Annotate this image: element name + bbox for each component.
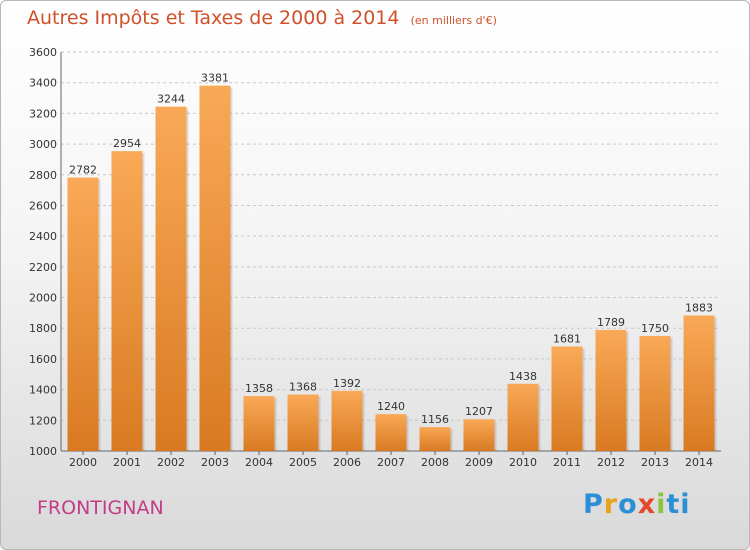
bar (419, 427, 451, 451)
bar (155, 106, 187, 451)
bars (67, 85, 717, 451)
bar-value-label: 1681 (553, 332, 581, 345)
bar-value-label: 1438 (509, 370, 537, 383)
bar-value-label: 1207 (465, 405, 493, 418)
bar-value-label: 1392 (333, 377, 361, 390)
bar (67, 177, 99, 451)
y-tick-label: 2200 (29, 261, 57, 274)
bar (639, 335, 671, 451)
bar (331, 390, 363, 451)
bar (683, 315, 715, 451)
y-tick-label: 1200 (29, 414, 57, 427)
x-tick-label: 2006 (333, 456, 361, 469)
bar-value-label: 1789 (597, 316, 625, 329)
x-tick-label: 2009 (465, 456, 493, 469)
chart-unit-label: (en milliers d'€) (410, 14, 497, 27)
x-tick-label: 2007 (377, 456, 405, 469)
labels: 1000 1200 1400 1600 1800 2000 2200 2400 2600 2800… (29, 46, 713, 469)
y-tick-label: 3000 (29, 138, 57, 151)
x-tick-label: 2001 (113, 456, 141, 469)
bar-value-label: 1156 (421, 413, 449, 426)
y-tick-label: 1800 (29, 322, 57, 335)
bar (199, 85, 231, 451)
bar (375, 414, 407, 451)
y-tick-label: 3200 (29, 107, 57, 120)
x-tick-label: 2013 (641, 456, 669, 469)
bar-value-label: 1883 (685, 301, 713, 314)
chart-title-block: Autres Impôts et Taxes de 2000 à 2014 (e… (27, 7, 497, 29)
y-tick-label: 2600 (29, 199, 57, 212)
bar (111, 151, 143, 451)
x-tick-label: 2008 (421, 456, 449, 469)
y-tick-label: 2000 (29, 292, 57, 305)
y-tick-label: 3600 (29, 46, 57, 59)
y-tick-label: 2400 (29, 230, 57, 243)
x-tick-label: 2000 (69, 456, 97, 469)
bar-value-label: 1368 (289, 381, 317, 394)
x-tick-label: 2011 (553, 456, 581, 469)
x-tick-label: 2002 (157, 456, 185, 469)
bar-value-label: 2954 (113, 137, 141, 150)
y-tick-label: 3400 (29, 77, 57, 90)
x-tick-label: 2004 (245, 456, 273, 469)
bar (243, 396, 275, 451)
bar (463, 419, 495, 451)
x-tick-label: 2010 (509, 456, 537, 469)
bar-value-label: 3244 (157, 93, 185, 106)
y-tick-label: 1600 (29, 353, 57, 366)
x-tick-label: 2005 (289, 456, 317, 469)
bar-value-label: 3381 (201, 72, 229, 85)
bar-value-label: 1358 (245, 382, 273, 395)
y-tick-label: 1000 (29, 445, 57, 458)
bar (551, 346, 583, 451)
x-tick-label: 2003 (201, 456, 229, 469)
bar (595, 329, 627, 451)
bar-value-label: 1750 (641, 322, 669, 335)
proxiti-logo: Proxiti (583, 489, 691, 520)
bar (507, 383, 539, 451)
bar (287, 394, 319, 451)
y-tick-label: 1400 (29, 384, 57, 397)
x-tick-label: 2012 (597, 456, 625, 469)
town-name: FRONTIGNAN (37, 497, 164, 519)
y-tick-label: 2800 (29, 169, 57, 182)
bar-value-label: 2782 (69, 164, 97, 177)
bar-value-label: 1240 (377, 400, 405, 413)
x-tick-label: 2014 (685, 456, 713, 469)
chart-title: Autres Impôts et Taxes de 2000 à 2014 (27, 7, 400, 29)
